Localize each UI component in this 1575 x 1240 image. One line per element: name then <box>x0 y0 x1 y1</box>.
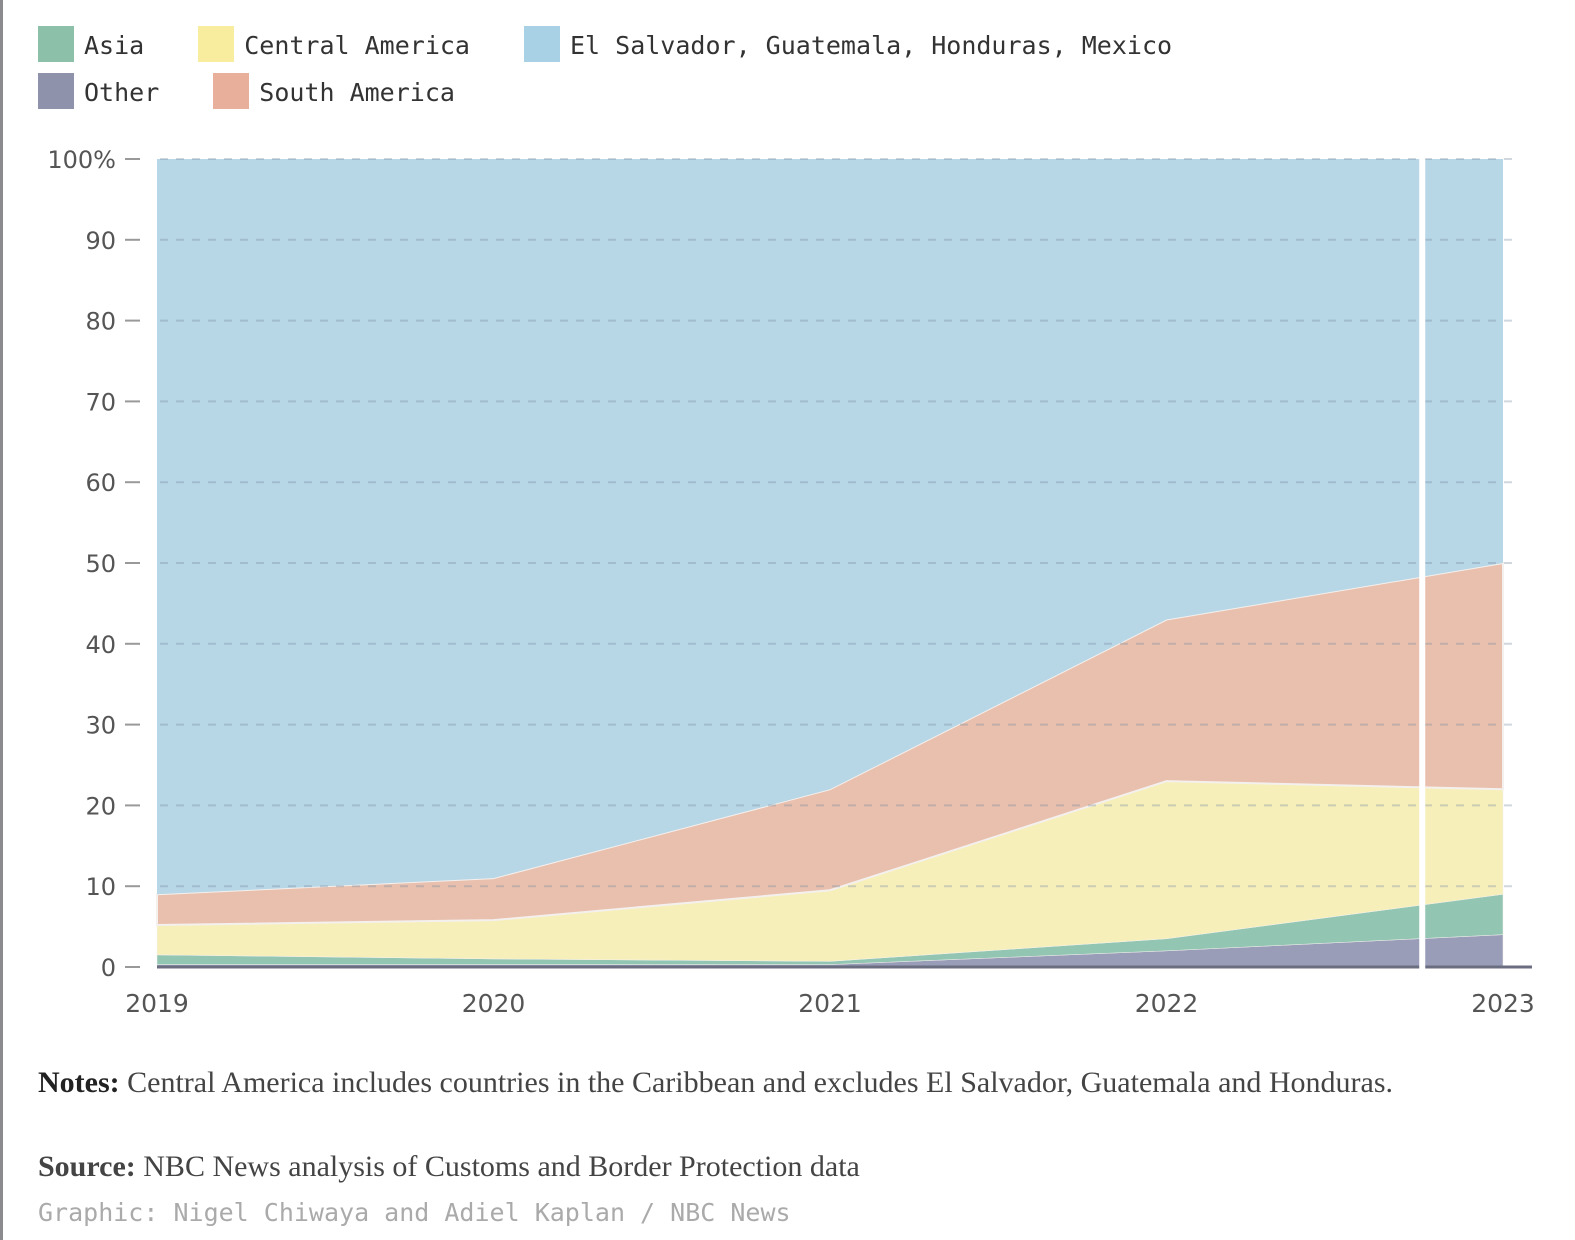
notes-text: Central America includes countries in th… <box>119 1066 1394 1099</box>
x-tick-label: 2021 <box>798 989 862 1018</box>
legend-item-other: Other <box>38 69 159 116</box>
legend-swatch <box>38 73 74 109</box>
y-tick-label: 40 <box>85 631 116 659</box>
area-el-salvador-guatemala-honduras-mexico <box>157 159 1503 895</box>
y-tick-label: 100% <box>47 146 116 174</box>
y-tick-label: 60 <box>85 469 116 497</box>
x-tick-label: 2020 <box>462 989 526 1018</box>
legend-swatch <box>198 26 235 62</box>
stacked-area-chart: 0 10 20 30 40 50 60 70 80 90 100% 2019 2020 2021 2022… <box>47 146 1535 1018</box>
legend-label: Other <box>84 78 160 107</box>
legend-item-south-america: South America <box>213 69 455 116</box>
x-tick-label: 2019 <box>125 989 189 1018</box>
legend: Asia Central America El Salvador, Guatemal… <box>38 22 1338 116</box>
notes-label: Notes: <box>38 1066 120 1099</box>
left-border <box>0 0 3 1240</box>
y-tick-label: 20 <box>85 792 116 820</box>
y-tick-label: 70 <box>85 388 116 416</box>
legend-label: Central America <box>244 31 470 60</box>
legend-item-el-salvador-guatemala-honduras-mexico: El Salvador, Guatemala, Honduras, Mexico <box>524 22 1172 69</box>
legend-swatch <box>38 26 74 62</box>
legend-swatch <box>524 26 560 62</box>
graphic-credit: Graphic: Nigel Chiwaya and Adiel Kaplan … <box>38 1198 791 1227</box>
x-tick-label: 2022 <box>1135 989 1199 1018</box>
chart-source: Source: NBC News analysis of Customs and… <box>38 1150 860 1184</box>
y-tick-label: 0 <box>101 954 116 982</box>
source-label: Source: <box>38 1150 136 1183</box>
legend-label: Asia <box>84 31 145 60</box>
legend-label: El Salvador, Guatemala, Honduras, Mexico <box>570 31 1173 60</box>
legend-label: South America <box>259 78 455 107</box>
source-text: NBC News analysis of Customs and Border … <box>135 1150 860 1183</box>
y-tick-label: 50 <box>85 550 116 578</box>
y-tick-label: 30 <box>85 712 116 740</box>
legend-item-central-america: Central America <box>198 22 470 69</box>
y-tick-label: 10 <box>85 873 116 901</box>
x-tick-label: 2023 <box>1471 989 1535 1018</box>
y-tick-label: 80 <box>85 308 116 336</box>
chart-notes: Notes: Central America includes countrie… <box>38 1064 1538 1102</box>
legend-swatch <box>213 73 250 109</box>
legend-item-asia: Asia <box>38 22 144 69</box>
y-tick-label: 90 <box>85 227 116 255</box>
